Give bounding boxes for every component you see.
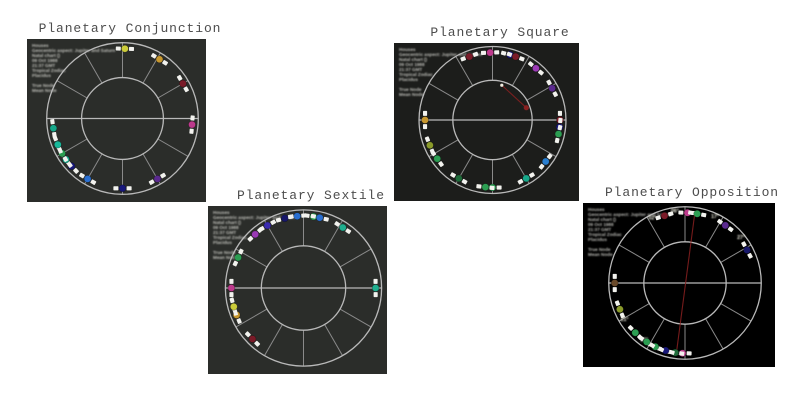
svg-text:21°: 21° <box>621 317 629 323</box>
svg-text:27°: 27° <box>737 235 745 241</box>
svg-text:Mean Node: Mean Node <box>213 255 238 260</box>
svg-text:Placidus: Placidus <box>399 77 418 82</box>
svg-text:Placidus: Placidus <box>213 240 232 245</box>
svg-text:17°: 17° <box>711 214 719 220</box>
svg-text:Mean Node: Mean Node <box>588 252 613 257</box>
svg-text:Mean Node: Mean Node <box>399 92 424 97</box>
svg-text:02°: 02° <box>648 216 656 222</box>
svg-text:06°: 06° <box>671 208 679 214</box>
svg-text:Placidus: Placidus <box>32 73 51 78</box>
svg-text:Placidus: Placidus <box>588 237 607 242</box>
